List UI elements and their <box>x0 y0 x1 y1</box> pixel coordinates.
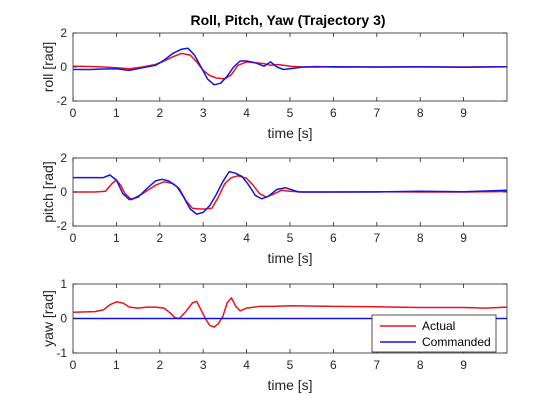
x-tick-label: 2 <box>156 358 163 372</box>
x-tick-label: 1 <box>113 231 120 245</box>
y-tick-label: -1 <box>56 346 67 360</box>
x-tick-label: 5 <box>287 106 294 120</box>
x-tick-label: 2 <box>156 231 163 245</box>
legend-label-actual: Actual <box>422 319 455 333</box>
y-tick-label: 0 <box>60 60 67 74</box>
x-tick-label: 6 <box>330 231 337 245</box>
y-tick-label: 0 <box>60 185 67 199</box>
x-tick-label: 7 <box>373 358 380 372</box>
x-tick-label: 3 <box>200 231 207 245</box>
y-tick-label: 2 <box>60 26 67 40</box>
x-tick-label: 4 <box>243 231 250 245</box>
y-tick-label: -2 <box>56 219 67 233</box>
x-tick-label: 7 <box>373 231 380 245</box>
x-axis-label: time [s] <box>267 250 312 266</box>
x-tick-label: 5 <box>287 358 294 372</box>
x-tick-label: 4 <box>243 358 250 372</box>
legend-label-commanded: Commanded <box>422 335 491 349</box>
x-tick-label: 1 <box>113 106 120 120</box>
figure-title: Roll, Pitch, Yaw (Trajectory 3) <box>190 12 385 28</box>
x-tick-label: 9 <box>460 106 467 120</box>
legend: Actual Commanded <box>371 314 497 353</box>
x-axis-label: time [s] <box>267 125 312 141</box>
x-tick-label: 2 <box>156 106 163 120</box>
x-tick-label: 5 <box>287 231 294 245</box>
y-tick-label: -2 <box>56 94 67 108</box>
x-tick-label: 1 <box>113 358 120 372</box>
x-tick-label: 4 <box>243 106 250 120</box>
x-tick-label: 0 <box>70 106 77 120</box>
x-tick-label: 7 <box>373 106 380 120</box>
x-tick-label: 0 <box>70 231 77 245</box>
x-tick-label: 8 <box>417 106 424 120</box>
x-tick-label: 9 <box>460 358 467 372</box>
x-axis-label: time [s] <box>267 377 312 393</box>
series-line-commanded <box>73 47 507 86</box>
x-tick-label: 6 <box>330 358 337 372</box>
x-tick-label: 3 <box>200 358 207 372</box>
y-axis-label: roll [rad] <box>40 42 56 93</box>
series-line-commanded <box>73 170 507 215</box>
y-tick-label: 1 <box>60 277 67 291</box>
x-tick-label: 0 <box>70 358 77 372</box>
y-tick-label: 2 <box>60 151 67 165</box>
x-tick-label: 9 <box>460 231 467 245</box>
x-tick-label: 8 <box>417 358 424 372</box>
series-line-actual <box>73 175 507 210</box>
y-tick-label: 0 <box>60 312 67 326</box>
x-tick-label: 3 <box>200 106 207 120</box>
x-tick-label: 8 <box>417 231 424 245</box>
x-tick-label: 6 <box>330 106 337 120</box>
legend-box <box>371 314 497 353</box>
y-axis-label: pitch [rad] <box>40 161 56 222</box>
y-axis-label: yaw [rad] <box>40 290 56 347</box>
